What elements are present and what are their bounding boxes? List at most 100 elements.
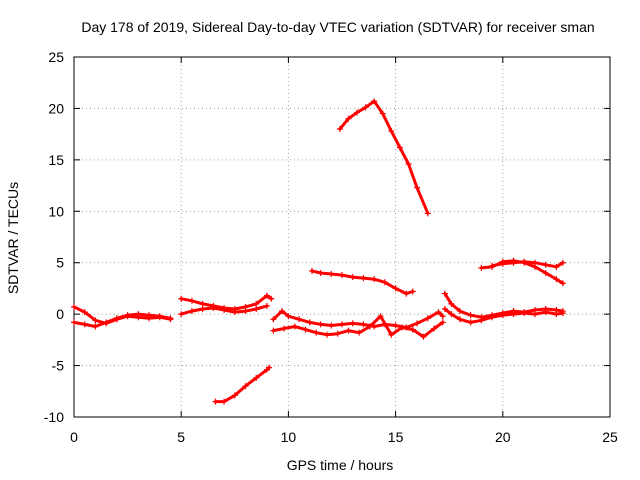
series-line [310, 269, 415, 296]
y-tick-label: -10 [44, 409, 64, 425]
data-point [356, 329, 363, 336]
data-point [278, 308, 285, 315]
series-line [338, 99, 430, 215]
x-tick-label: 15 [388, 429, 404, 445]
data-point [285, 313, 292, 320]
data-point [339, 321, 345, 328]
data-point [349, 274, 356, 281]
data-point [456, 308, 463, 315]
y-tick-label: -5 [52, 358, 65, 374]
data-point [409, 326, 416, 333]
data-point [439, 319, 446, 326]
x-axis-label: GPS time / hours [287, 457, 394, 473]
data-point [360, 275, 367, 282]
data-point [71, 303, 77, 310]
y-tick-label: 15 [48, 152, 64, 168]
data-point [439, 313, 446, 320]
data-point [381, 279, 388, 286]
data-point [403, 290, 410, 297]
data-point [424, 315, 431, 322]
data-point [323, 331, 330, 338]
data-point [441, 306, 448, 312]
x-tick-label: 0 [70, 429, 78, 445]
data-point [308, 267, 315, 274]
data-point [345, 327, 352, 334]
data-point [510, 259, 517, 266]
data-point [441, 290, 448, 297]
data-point [405, 160, 412, 167]
data-point [71, 319, 77, 326]
data-point [366, 323, 373, 330]
data-point [231, 392, 238, 399]
data-point [510, 311, 517, 318]
data-point [328, 271, 335, 278]
data-point [409, 288, 416, 295]
data-point [81, 309, 88, 316]
data-point [553, 263, 560, 270]
plot-frame [73, 56, 611, 418]
data-point [542, 309, 549, 316]
series-line [214, 366, 271, 404]
data-point [199, 300, 206, 307]
data-point [435, 309, 442, 316]
series-arc-11 [441, 306, 566, 326]
data-point [242, 308, 249, 315]
data-point [178, 295, 185, 302]
series-arc-4 [178, 302, 270, 318]
data-point [334, 330, 341, 337]
data-point [167, 315, 174, 322]
data-point [542, 261, 549, 268]
data-point [399, 324, 406, 331]
data-point [178, 311, 185, 318]
data-point [113, 315, 120, 322]
series-arc-8 [308, 267, 416, 297]
data-point [306, 319, 313, 326]
x-tick-label: 10 [281, 429, 297, 445]
data-point [388, 128, 395, 135]
y-tick-label: 20 [48, 100, 64, 116]
data-point [521, 258, 528, 265]
data-point [542, 270, 549, 276]
data-point [281, 325, 288, 332]
grid [74, 57, 610, 417]
data-point [81, 321, 88, 328]
data-point [467, 319, 474, 326]
data-point [414, 184, 421, 191]
data-point [371, 276, 378, 283]
data-point [392, 322, 399, 329]
chart-title: Day 178 of 2019, Sidereal Day-to-day VTE… [81, 19, 594, 35]
data-point [521, 310, 528, 317]
data-point [414, 320, 421, 327]
y-tick-label: 5 [56, 255, 64, 271]
data-point [392, 285, 399, 292]
data-point [531, 311, 538, 318]
data-point [448, 311, 455, 318]
data-point [467, 312, 474, 319]
series-line [179, 294, 273, 311]
data-point [317, 270, 324, 276]
data-point [360, 321, 367, 328]
x-tick-label: 5 [177, 429, 185, 445]
data-point [362, 104, 369, 111]
data-point [420, 333, 427, 340]
data-point [424, 210, 431, 217]
x-tick-label: 25 [602, 429, 618, 445]
data-point [266, 364, 273, 371]
series-arc-9 [336, 98, 431, 217]
data-point [379, 110, 386, 117]
data-point [489, 314, 496, 321]
y-tick-label: 0 [56, 306, 64, 322]
data-point [210, 304, 217, 311]
data-point [559, 280, 566, 287]
data-point [499, 260, 506, 267]
data-point [156, 313, 163, 320]
data-point [103, 319, 110, 326]
data-point [188, 297, 195, 304]
data-point [388, 331, 395, 338]
data-point [431, 325, 438, 332]
data-point [270, 327, 277, 334]
series-arc-7 [270, 313, 446, 340]
series-arc-13 [489, 258, 566, 270]
series-line [72, 312, 172, 328]
